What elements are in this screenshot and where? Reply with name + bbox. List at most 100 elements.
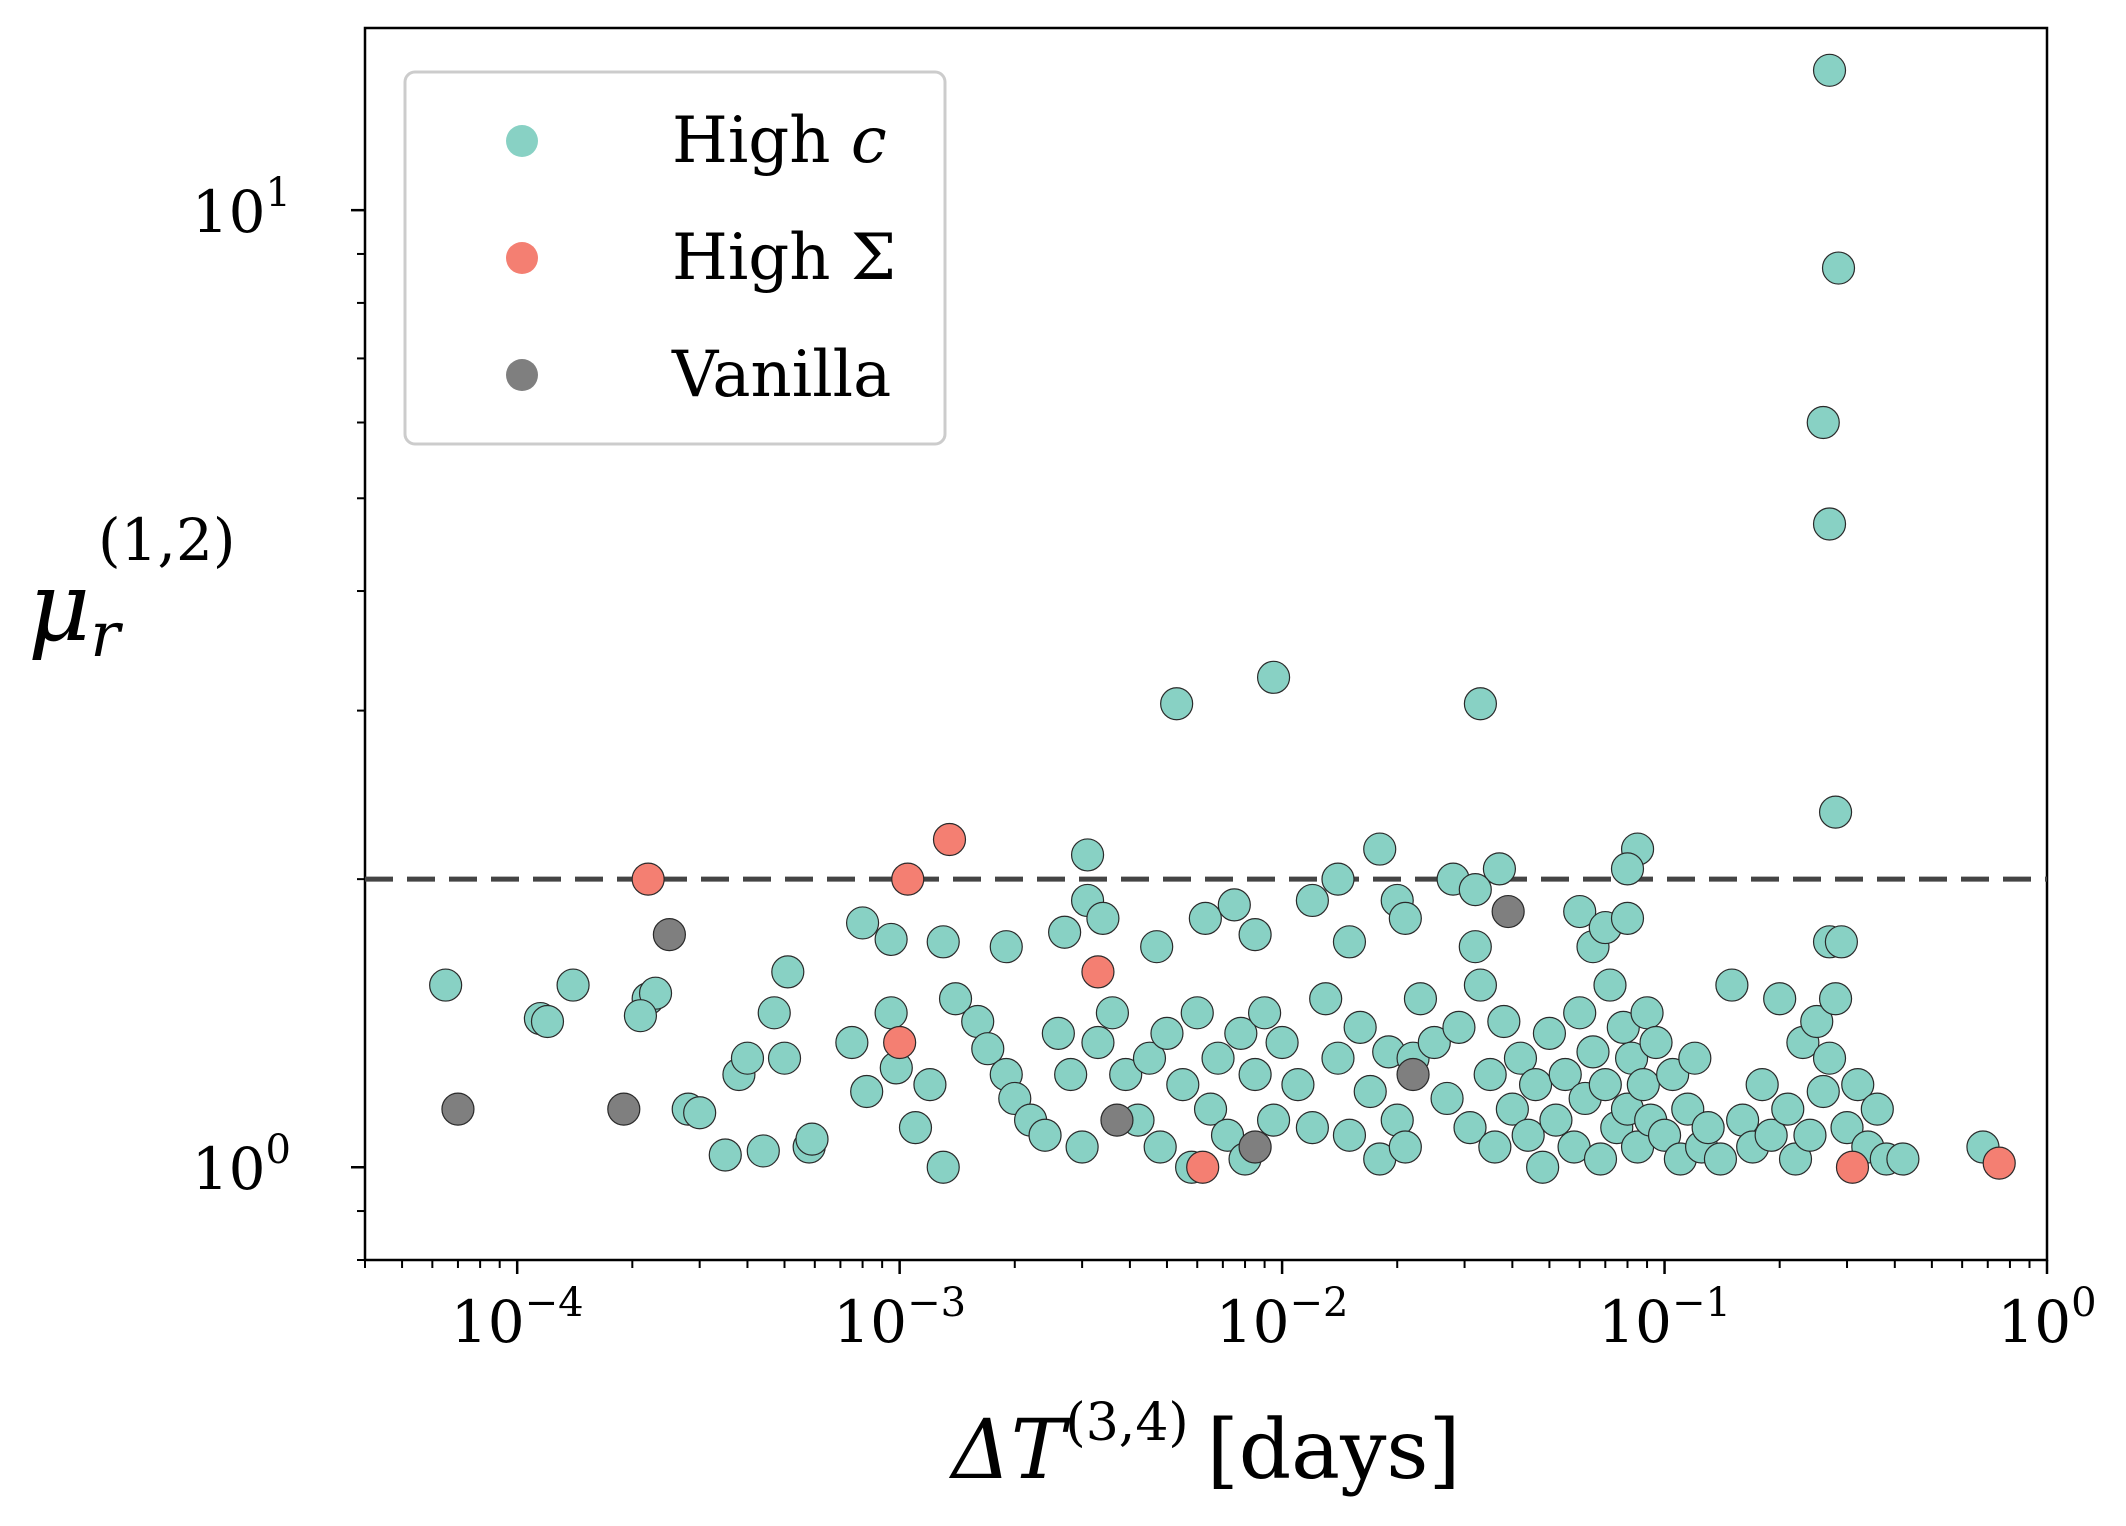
- point-high-c: [1160, 687, 1194, 721]
- point-high-c: [1193, 1092, 1228, 1126]
- point-vanilla: [1100, 1103, 1134, 1137]
- point-high-c: [1639, 1025, 1673, 1060]
- point-high: [1186, 1150, 1220, 1184]
- legend-label-high-sigma: High Σ: [672, 221, 896, 295]
- point-high-c: [835, 1025, 869, 1060]
- point-high-c: [1281, 1067, 1315, 1102]
- point-high-c: [1860, 1092, 1894, 1126]
- point-high-c: [1224, 1016, 1258, 1050]
- point-high-c: [1070, 838, 1105, 872]
- point-high-c: [1109, 1057, 1143, 1092]
- point-high-c: [1321, 1041, 1355, 1075]
- y-tick-label-exp: 0: [266, 1127, 291, 1173]
- point-high-c: [1321, 862, 1355, 896]
- point-high-c: [1028, 1118, 1062, 1152]
- point-high-c: [1626, 1067, 1660, 1102]
- point-high-c: [1818, 795, 1853, 829]
- point-high-c: [1630, 996, 1664, 1030]
- point-high-c: [1201, 1041, 1235, 1075]
- x-tick-label: 10−2: [1216, 1280, 1349, 1356]
- point-high: [883, 1025, 917, 1060]
- point-high-c: [1532, 1016, 1567, 1050]
- y-axis-label-sub: r: [90, 598, 123, 671]
- point-high-c: [530, 1004, 565, 1039]
- x-axis-label: ΔT(3,4) [days]: [949, 1393, 1461, 1498]
- point-high-c: [1458, 873, 1492, 907]
- x-tick-label: 100: [1997, 1280, 2096, 1356]
- point-high-c: [1886, 1142, 1920, 1176]
- y-tick-label-base: 10: [192, 1135, 266, 1203]
- x-tick-label-exp: −4: [525, 1280, 584, 1326]
- point-high-c: [1463, 687, 1498, 721]
- point-high-c: [1576, 1035, 1610, 1069]
- point-high-c: [795, 1122, 829, 1156]
- point-high-c: [1678, 1041, 1712, 1075]
- point-high-c: [746, 1134, 780, 1168]
- legend-marker-high-sigma: [506, 242, 538, 274]
- point-high-c: [1812, 53, 1847, 87]
- y-axis-label-main: μ: [28, 551, 90, 663]
- point-high: [1081, 955, 1115, 989]
- point-vanilla: [1238, 1130, 1272, 1164]
- point-vanilla: [607, 1092, 641, 1126]
- x-axis-ticks: 10−4 10−3 10−2 10−1 100: [364, 1260, 2097, 1356]
- point-vanilla: [1491, 894, 1525, 929]
- point-high-c: [1442, 1010, 1476, 1044]
- x-tick-label-exp: −2: [1290, 1280, 1349, 1326]
- point-high-c: [1691, 1111, 1725, 1145]
- y-tick-label-base: 10: [192, 178, 266, 246]
- point-high-c: [1054, 1057, 1088, 1092]
- point-high-c: [1081, 1025, 1115, 1060]
- point-high-c: [757, 996, 791, 1030]
- point-high-c: [1715, 968, 1749, 1002]
- point-high-c: [1812, 1041, 1847, 1075]
- point-high-c: [1793, 1118, 1827, 1152]
- y-axis-label: μr (1,2): [28, 506, 236, 671]
- point-high-c: [683, 1096, 717, 1130]
- point-high-c: [1830, 1111, 1864, 1145]
- point-high-c: [1771, 1092, 1805, 1126]
- point-high-c: [1256, 660, 1291, 694]
- point-high: [1835, 1150, 1870, 1184]
- point-high-c: [1403, 982, 1438, 1016]
- point-high-c: [1518, 1067, 1553, 1102]
- data-points: [429, 53, 2016, 1184]
- x-tick-label-base: 10: [451, 1288, 525, 1356]
- x-tick-label-base: 10: [1997, 1288, 2071, 1356]
- point-high-c: [1563, 894, 1597, 929]
- point-high-c: [1563, 996, 1597, 1030]
- point-high-c: [1610, 901, 1645, 935]
- point-high-c: [898, 1111, 933, 1145]
- point-high: [891, 862, 925, 896]
- point-high-c: [708, 1138, 742, 1172]
- legend-label-vanilla: Vanilla: [671, 338, 891, 412]
- point-high-c: [556, 968, 590, 1002]
- point-high-c: [1503, 1041, 1538, 1075]
- point-high-c: [1478, 1130, 1512, 1164]
- point-high-c: [913, 1067, 947, 1102]
- y-tick-label: 101: [192, 170, 291, 246]
- point-high-c: [1539, 1103, 1573, 1137]
- point-high-c: [845, 906, 880, 940]
- legend: High c High Σ Vanilla: [403, 70, 947, 446]
- point-high-c: [938, 982, 973, 1016]
- point-high-c: [850, 1074, 884, 1109]
- point-high-c: [1703, 1142, 1738, 1176]
- point-high-c: [1841, 1067, 1875, 1102]
- point-high-c: [1511, 1118, 1545, 1152]
- point-high-c: [730, 1041, 765, 1075]
- point-high-c: [1463, 968, 1498, 1002]
- point-high-c: [1353, 1074, 1387, 1109]
- y-tick-label-exp: 1: [266, 170, 291, 216]
- point-high-c: [1265, 1025, 1299, 1060]
- point-high-c: [1583, 1142, 1618, 1176]
- point-high-c: [1818, 982, 1853, 1016]
- point-high-c: [1048, 915, 1082, 949]
- point-high-c: [1343, 1010, 1377, 1044]
- y-axis-label-sup: (1,2): [98, 506, 236, 574]
- point-high-c: [1800, 1004, 1834, 1039]
- x-axis-label-unit: [days]: [1207, 1403, 1461, 1498]
- point-high-c: [1388, 901, 1422, 935]
